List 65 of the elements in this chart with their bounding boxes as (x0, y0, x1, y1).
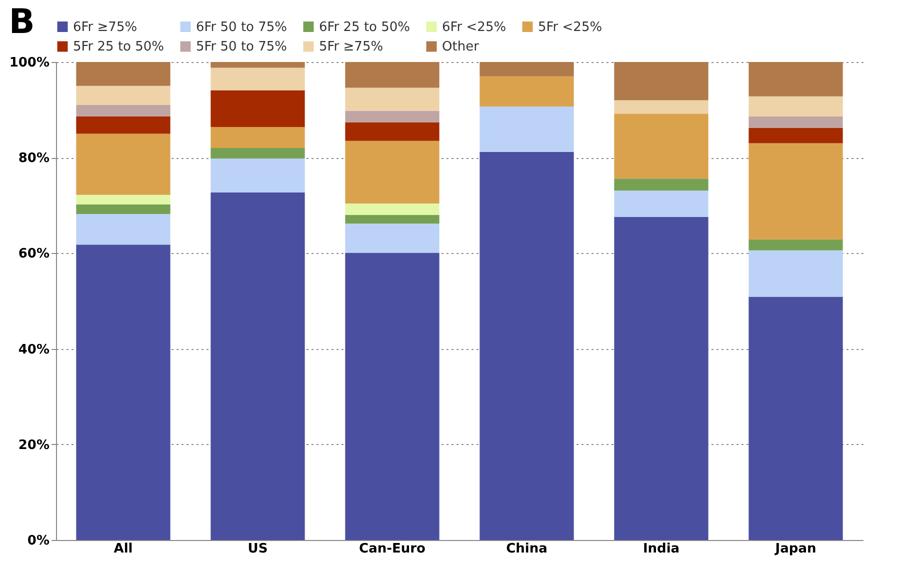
bar (345, 203, 440, 215)
bar (614, 100, 708, 114)
bar (345, 110, 440, 122)
y-tick-label: 40% (18, 342, 50, 358)
y-tick-label: 100% (9, 56, 50, 70)
bar (345, 224, 440, 253)
bar (748, 128, 843, 144)
bar (748, 296, 843, 540)
bar (345, 62, 440, 88)
bar (748, 239, 843, 250)
bar (76, 134, 170, 195)
bar (345, 252, 440, 540)
x-tick-label: China (506, 542, 548, 556)
bar (76, 116, 170, 134)
bar (76, 204, 170, 214)
chart-title: B (8, 2, 35, 42)
legend-label: 5Fr 50 to 75% (196, 40, 288, 54)
bar (748, 96, 843, 116)
bar (210, 158, 305, 192)
bar (480, 76, 574, 106)
bar (345, 214, 440, 224)
legend-label: 6Fr 25 to 50% (319, 20, 410, 35)
y-tick-label: 0% (27, 534, 50, 548)
x-tick-label: US (248, 542, 268, 556)
legend-label: Other (442, 40, 480, 54)
bar (614, 190, 708, 217)
bar (76, 214, 170, 245)
bar (345, 140, 440, 204)
legend-label: 6Fr <25% (442, 20, 506, 35)
bar (76, 244, 170, 540)
y-tick-label: 80% (18, 151, 50, 166)
legend-label: 5Fr <25% (538, 20, 602, 35)
bar (210, 192, 305, 540)
legend-label: 5Fr ≥75% (319, 40, 384, 54)
bar (614, 62, 708, 100)
bar (480, 152, 574, 540)
x-tick-label: All (114, 542, 133, 556)
bar (345, 88, 440, 111)
bar (748, 116, 843, 128)
x-tick-label: Can-Euro (359, 542, 426, 556)
legend-label: 5Fr 25 to 50% (73, 40, 164, 54)
bar (210, 68, 305, 90)
bar (748, 250, 843, 297)
bar (614, 178, 708, 191)
bar (76, 62, 170, 86)
x-tick-label: Japan (774, 542, 816, 556)
bar (748, 62, 843, 96)
legend-label: 6Fr 50 to 75% (196, 20, 288, 35)
bar (345, 122, 440, 141)
x-tick-label: India (642, 542, 680, 556)
bar (210, 148, 305, 159)
bar (614, 114, 708, 179)
bar (614, 216, 708, 540)
bar (480, 62, 574, 76)
bar (210, 62, 305, 68)
legend-label: 6Fr ≥75% (73, 20, 138, 35)
bar (748, 143, 843, 240)
bar (76, 105, 170, 116)
y-tick-label: 60% (18, 246, 50, 262)
bar (76, 194, 170, 204)
bar (210, 90, 305, 128)
bar (480, 106, 574, 152)
bar (210, 127, 305, 148)
y-tick-label: 20% (18, 438, 50, 453)
bar (76, 86, 170, 106)
